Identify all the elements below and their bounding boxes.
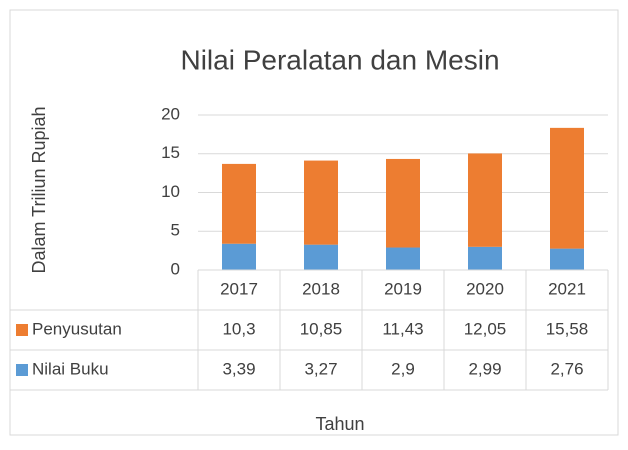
legend-swatch bbox=[16, 364, 28, 376]
x-tick-label: 2019 bbox=[384, 279, 422, 298]
x-tick-label: 2020 bbox=[466, 279, 504, 298]
table-value: 2,9 bbox=[391, 359, 415, 378]
table-value: 3,27 bbox=[304, 359, 337, 378]
x-axis-label: Tahun bbox=[315, 414, 364, 434]
x-tick-label: 2018 bbox=[302, 279, 340, 298]
bar-segment bbox=[468, 246, 502, 270]
y-tick-label: 10 bbox=[161, 182, 180, 201]
legend-swatch bbox=[16, 324, 28, 336]
bar-segment bbox=[304, 244, 338, 270]
table-value: 10,3 bbox=[222, 319, 255, 338]
bar-segment bbox=[386, 247, 420, 270]
bar-segment bbox=[550, 127, 584, 249]
bar-segment bbox=[304, 160, 338, 245]
bar-segment bbox=[386, 158, 420, 248]
bar-segment bbox=[222, 243, 256, 270]
table-value: 2,99 bbox=[468, 359, 501, 378]
bar-segment bbox=[222, 163, 256, 244]
bar-segment bbox=[468, 153, 502, 247]
y-tick-label: 5 bbox=[171, 221, 180, 240]
legend-label: Nilai Buku bbox=[32, 359, 109, 378]
y-tick-label: 20 bbox=[161, 104, 180, 123]
x-tick-label: 2021 bbox=[548, 279, 586, 298]
y-tick-label: 0 bbox=[171, 259, 180, 278]
bar-segment bbox=[550, 248, 584, 270]
y-axis-label: Dalam Triliun Rupiah bbox=[29, 106, 49, 273]
x-tick-label: 2017 bbox=[220, 279, 258, 298]
table-value: 12,05 bbox=[464, 319, 507, 338]
table-value: 10,85 bbox=[300, 319, 343, 338]
y-tick-label: 15 bbox=[161, 143, 180, 162]
chart-title: Nilai Peralatan dan Mesin bbox=[180, 44, 499, 75]
legend-label: Penyusutan bbox=[32, 319, 122, 338]
table-value: 2,76 bbox=[550, 359, 583, 378]
table-value: 11,43 bbox=[382, 319, 423, 338]
table-value: 15,58 bbox=[546, 319, 589, 338]
table-value: 3,39 bbox=[222, 359, 255, 378]
